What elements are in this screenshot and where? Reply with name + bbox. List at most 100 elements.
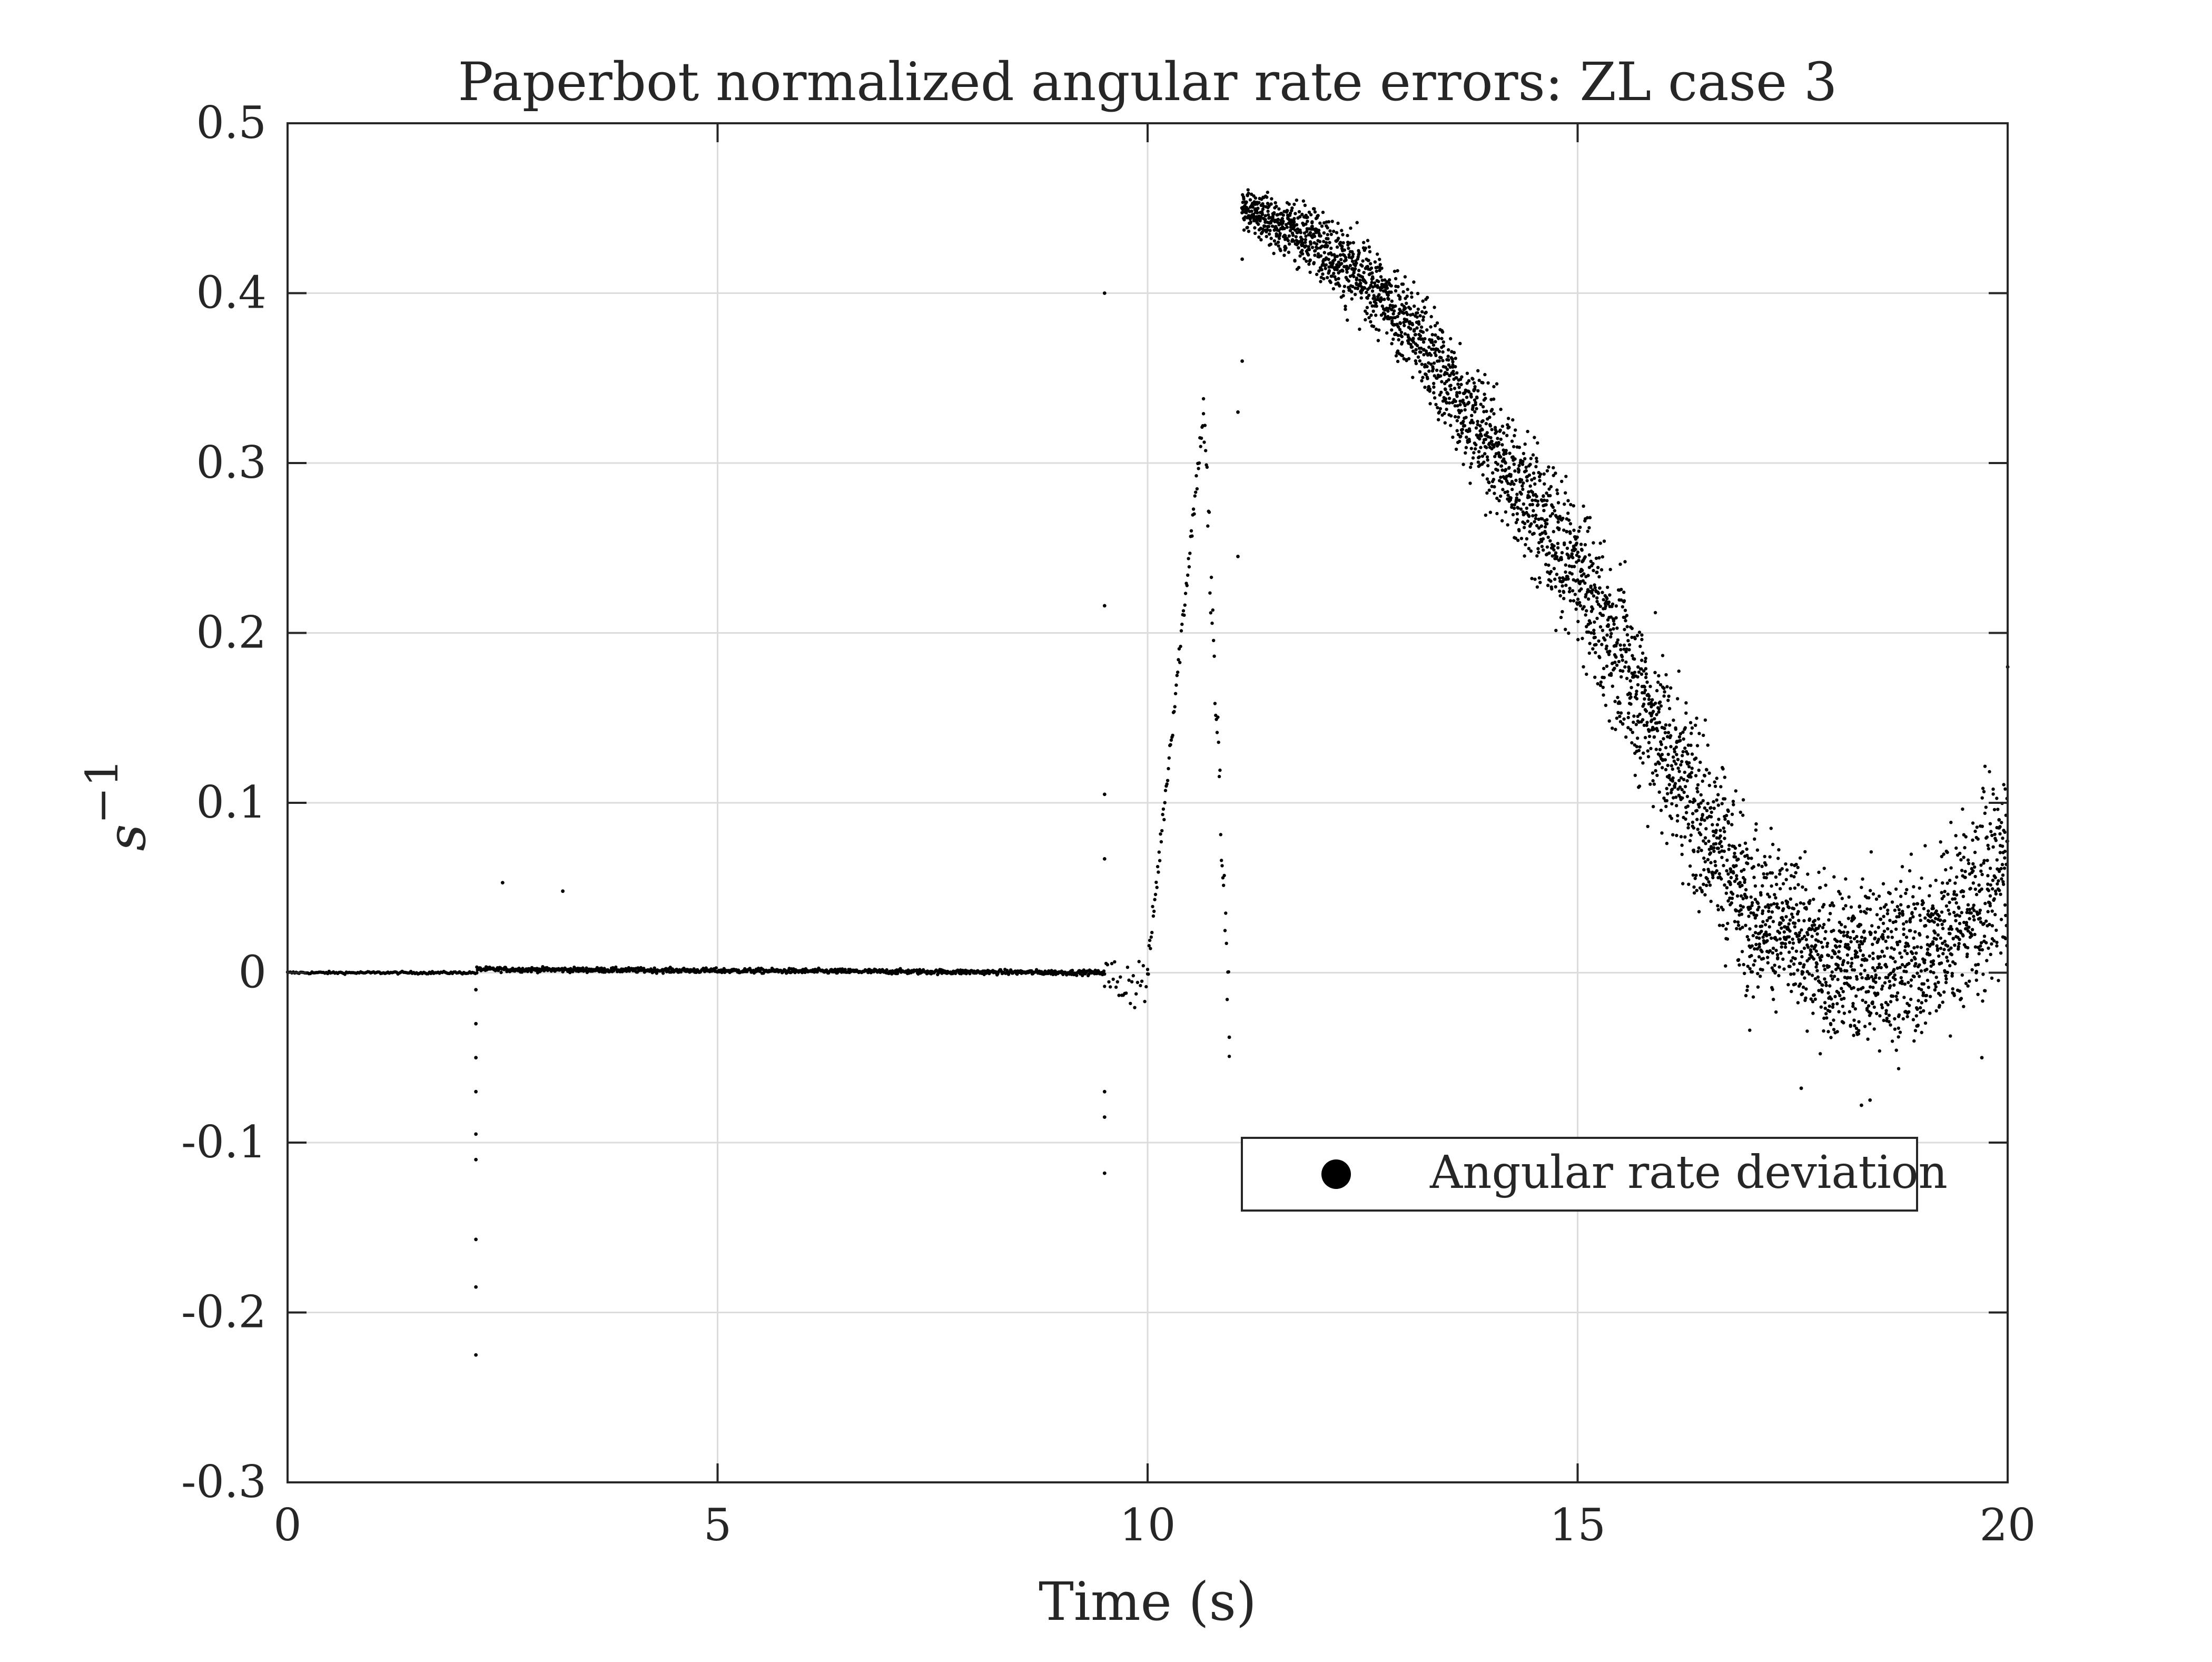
data-point [1921, 991, 1925, 995]
data-point [1455, 395, 1459, 398]
data-point [1732, 803, 1735, 807]
data-point [1979, 941, 1983, 945]
data-point [1935, 944, 1939, 948]
data-point [1798, 931, 1802, 935]
data-point [1105, 963, 1109, 967]
data-point [1696, 828, 1700, 831]
data-point [1102, 1115, 1107, 1119]
data-point [1871, 951, 1875, 955]
data-point [1411, 349, 1415, 353]
data-point [1933, 982, 1937, 986]
data-point [1555, 555, 1559, 559]
data-point [1926, 947, 1930, 951]
data-point [1781, 918, 1785, 922]
data-point [1649, 746, 1653, 751]
data-point [1912, 1039, 1916, 1043]
data-point [1948, 879, 1952, 882]
data-point [1828, 912, 1832, 916]
data-point [1595, 571, 1599, 574]
data-point [1947, 927, 1951, 931]
data-point [1379, 296, 1383, 300]
data-point [1263, 214, 1267, 218]
data-point [1675, 804, 1678, 808]
data-point [1942, 852, 1946, 856]
x-tick-label: 5 [704, 1499, 732, 1551]
data-point [1693, 877, 1697, 880]
data-point [1742, 868, 1746, 872]
x-tick-label: 15 [1549, 1499, 1606, 1551]
data-point [1890, 936, 1894, 939]
data-point [1433, 374, 1436, 378]
data-point [1736, 920, 1740, 924]
data-point [1197, 461, 1201, 465]
data-point [1911, 951, 1914, 956]
data-point [1890, 946, 1893, 950]
data-point [1692, 850, 1696, 853]
data-point [1217, 774, 1221, 779]
data-point [1592, 632, 1596, 635]
data-point [1514, 478, 1518, 482]
data-point [1964, 981, 1968, 986]
data-point [1636, 683, 1640, 687]
data-point [1675, 819, 1680, 823]
data-point [1912, 975, 1916, 979]
data-point [1912, 936, 1915, 940]
data-point [1927, 986, 1931, 989]
data-point [1506, 481, 1510, 485]
data-point [1539, 539, 1544, 543]
data-point [1615, 716, 1619, 720]
data-point [1630, 741, 1634, 745]
data-point [1719, 840, 1723, 843]
data-point [1788, 918, 1792, 922]
data-point [1463, 404, 1467, 407]
data-point [1256, 211, 1259, 215]
data-point [1770, 966, 1774, 970]
data-point [1995, 796, 1999, 800]
data-point [1804, 996, 1808, 1000]
data-point [1422, 353, 1426, 357]
data-point [1382, 298, 1386, 301]
data-point [1472, 381, 1476, 385]
data-point [1530, 503, 1534, 506]
data-point [1716, 908, 1720, 912]
data-point [1752, 963, 1755, 967]
data-point [1838, 892, 1842, 896]
data-point [1696, 850, 1700, 853]
data-point [1523, 442, 1527, 446]
data-point [915, 968, 919, 972]
data-point [1711, 873, 1715, 877]
data-point [1746, 965, 1750, 968]
data-point [1451, 365, 1455, 369]
data-point [1305, 259, 1308, 263]
data-point [1762, 957, 1765, 960]
data-point [1544, 532, 1547, 535]
data-point [1623, 627, 1626, 632]
data-point [1326, 244, 1329, 248]
data-point [1806, 932, 1810, 937]
data-point [1980, 796, 1984, 800]
data-point [1652, 735, 1656, 739]
data-point [1907, 1010, 1911, 1014]
data-point [1791, 946, 1794, 950]
data-point [1838, 920, 1841, 925]
data-point [1722, 863, 1725, 868]
data-point [1354, 267, 1357, 271]
data-point [1538, 473, 1543, 476]
data-point [1547, 563, 1551, 567]
data-point [1415, 315, 1419, 319]
data-point [1245, 200, 1248, 204]
data-point [1867, 896, 1871, 900]
data-point [1559, 615, 1563, 619]
data-point [1828, 903, 1832, 908]
data-point [1735, 877, 1739, 881]
data-point [1266, 202, 1270, 205]
data-point [1514, 536, 1517, 540]
data-point [1629, 727, 1633, 732]
data-point [1815, 932, 1819, 936]
data-point [1517, 529, 1521, 533]
data-point [1781, 957, 1785, 961]
data-point [1556, 491, 1559, 496]
data-point [1502, 448, 1505, 452]
data-point [1256, 206, 1260, 210]
data-point [1924, 999, 1928, 1002]
